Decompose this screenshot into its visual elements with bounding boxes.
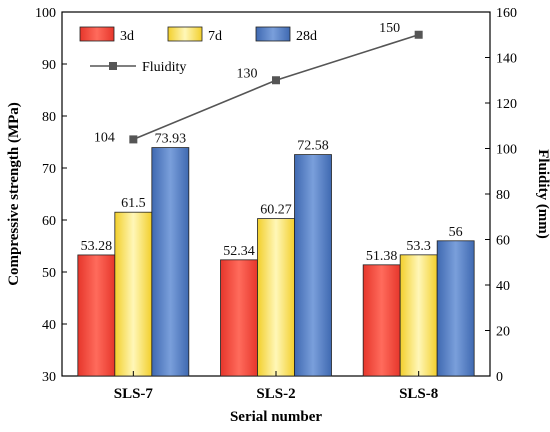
- bar-7d-SLS-8: [399, 254, 438, 377]
- legend-swatch-3d: [79, 26, 115, 42]
- fluidity-label: 104: [94, 130, 115, 145]
- y2-tick-label: 80: [496, 188, 510, 203]
- data-label-7d: 61.5: [121, 196, 146, 211]
- legend-label-28d: 28d: [296, 29, 317, 44]
- bar-28d-SLS-2: [294, 154, 332, 377]
- fluidity-line: [133, 33, 419, 141]
- bar-3d-SLS-2: [220, 259, 258, 377]
- y-tick-label: 70: [42, 162, 56, 177]
- legend-swatch-7d: [167, 26, 203, 42]
- plot-area: 30 40 50 60 70 80 90 100 0 20 40 60 80 100 120 140 160 53…: [35, 6, 517, 402]
- legend-label-7d: 7d: [208, 29, 222, 44]
- legend-marker-fluidity: [109, 62, 117, 70]
- fluidity-point: [272, 76, 280, 85]
- bar-28d-SLS-7: [151, 147, 190, 377]
- y2-tick-label: 140: [496, 52, 517, 67]
- y-tick-label: 100: [35, 6, 56, 21]
- x-tick-label: SLS-2: [256, 386, 295, 402]
- bar-3d-SLS-7: [77, 254, 116, 377]
- fluidity-label: 150: [379, 21, 400, 36]
- data-label-28d: 72.58: [297, 139, 329, 154]
- y2-tick-label: 40: [496, 279, 510, 294]
- y2-tick-label: 20: [496, 325, 510, 340]
- y2-tick-label: 60: [496, 234, 510, 249]
- x-tick-label: SLS-8: [399, 386, 438, 402]
- data-label-3d: 53.28: [81, 239, 113, 254]
- bar-28d-SLS-8: [436, 240, 475, 377]
- data-label-28d: 73.93: [155, 132, 187, 147]
- y2-tick-label: 100: [496, 143, 517, 158]
- y2-tick-label: 120: [496, 97, 517, 112]
- data-label-7d: 53.3: [406, 239, 431, 254]
- data-label-3d: 51.38: [366, 249, 398, 264]
- y-tick-label: 60: [42, 214, 56, 229]
- data-label-28d: 56: [449, 225, 463, 240]
- bar-7d-SLS-2: [257, 218, 295, 377]
- legend-label-3d: 3d: [120, 29, 134, 44]
- legend-label-fluidity: Fluidity: [142, 60, 186, 75]
- y-tick-label: 40: [42, 318, 56, 333]
- y2-tick-label: 160: [496, 6, 517, 21]
- legend-swatch-28d: [255, 26, 291, 42]
- fluidity-point: [129, 135, 138, 144]
- fluidity-label: 130: [237, 66, 258, 81]
- fluidity-point: [414, 30, 423, 39]
- y2-axis-title: Fluidity (mm): [535, 149, 550, 239]
- bar-3d-SLS-8: [362, 264, 401, 377]
- y2-tick-label: 0: [496, 370, 503, 385]
- y-axis-title: Compressive strength (MPa): [6, 102, 22, 286]
- x-axis-title: Serial number: [230, 409, 322, 425]
- y-tick-label: 30: [42, 370, 56, 385]
- data-label-3d: 52.34: [223, 244, 255, 259]
- y-tick-label: 90: [42, 58, 56, 73]
- y-tick-label: 80: [42, 110, 56, 125]
- x-tick-label: SLS-7: [114, 386, 154, 402]
- y-tick-label: 50: [42, 266, 56, 281]
- bar-7d-SLS-7: [114, 211, 153, 377]
- data-label-7d: 60.27: [260, 203, 292, 218]
